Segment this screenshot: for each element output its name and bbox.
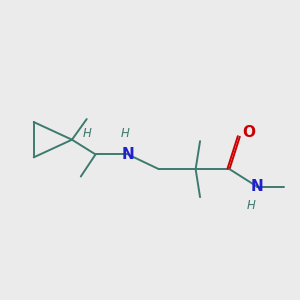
Text: H: H xyxy=(247,200,256,212)
Text: H: H xyxy=(121,127,129,140)
Text: O: O xyxy=(242,125,255,140)
Text: N: N xyxy=(251,179,264,194)
Text: N: N xyxy=(122,147,134,162)
Text: H: H xyxy=(82,127,91,140)
